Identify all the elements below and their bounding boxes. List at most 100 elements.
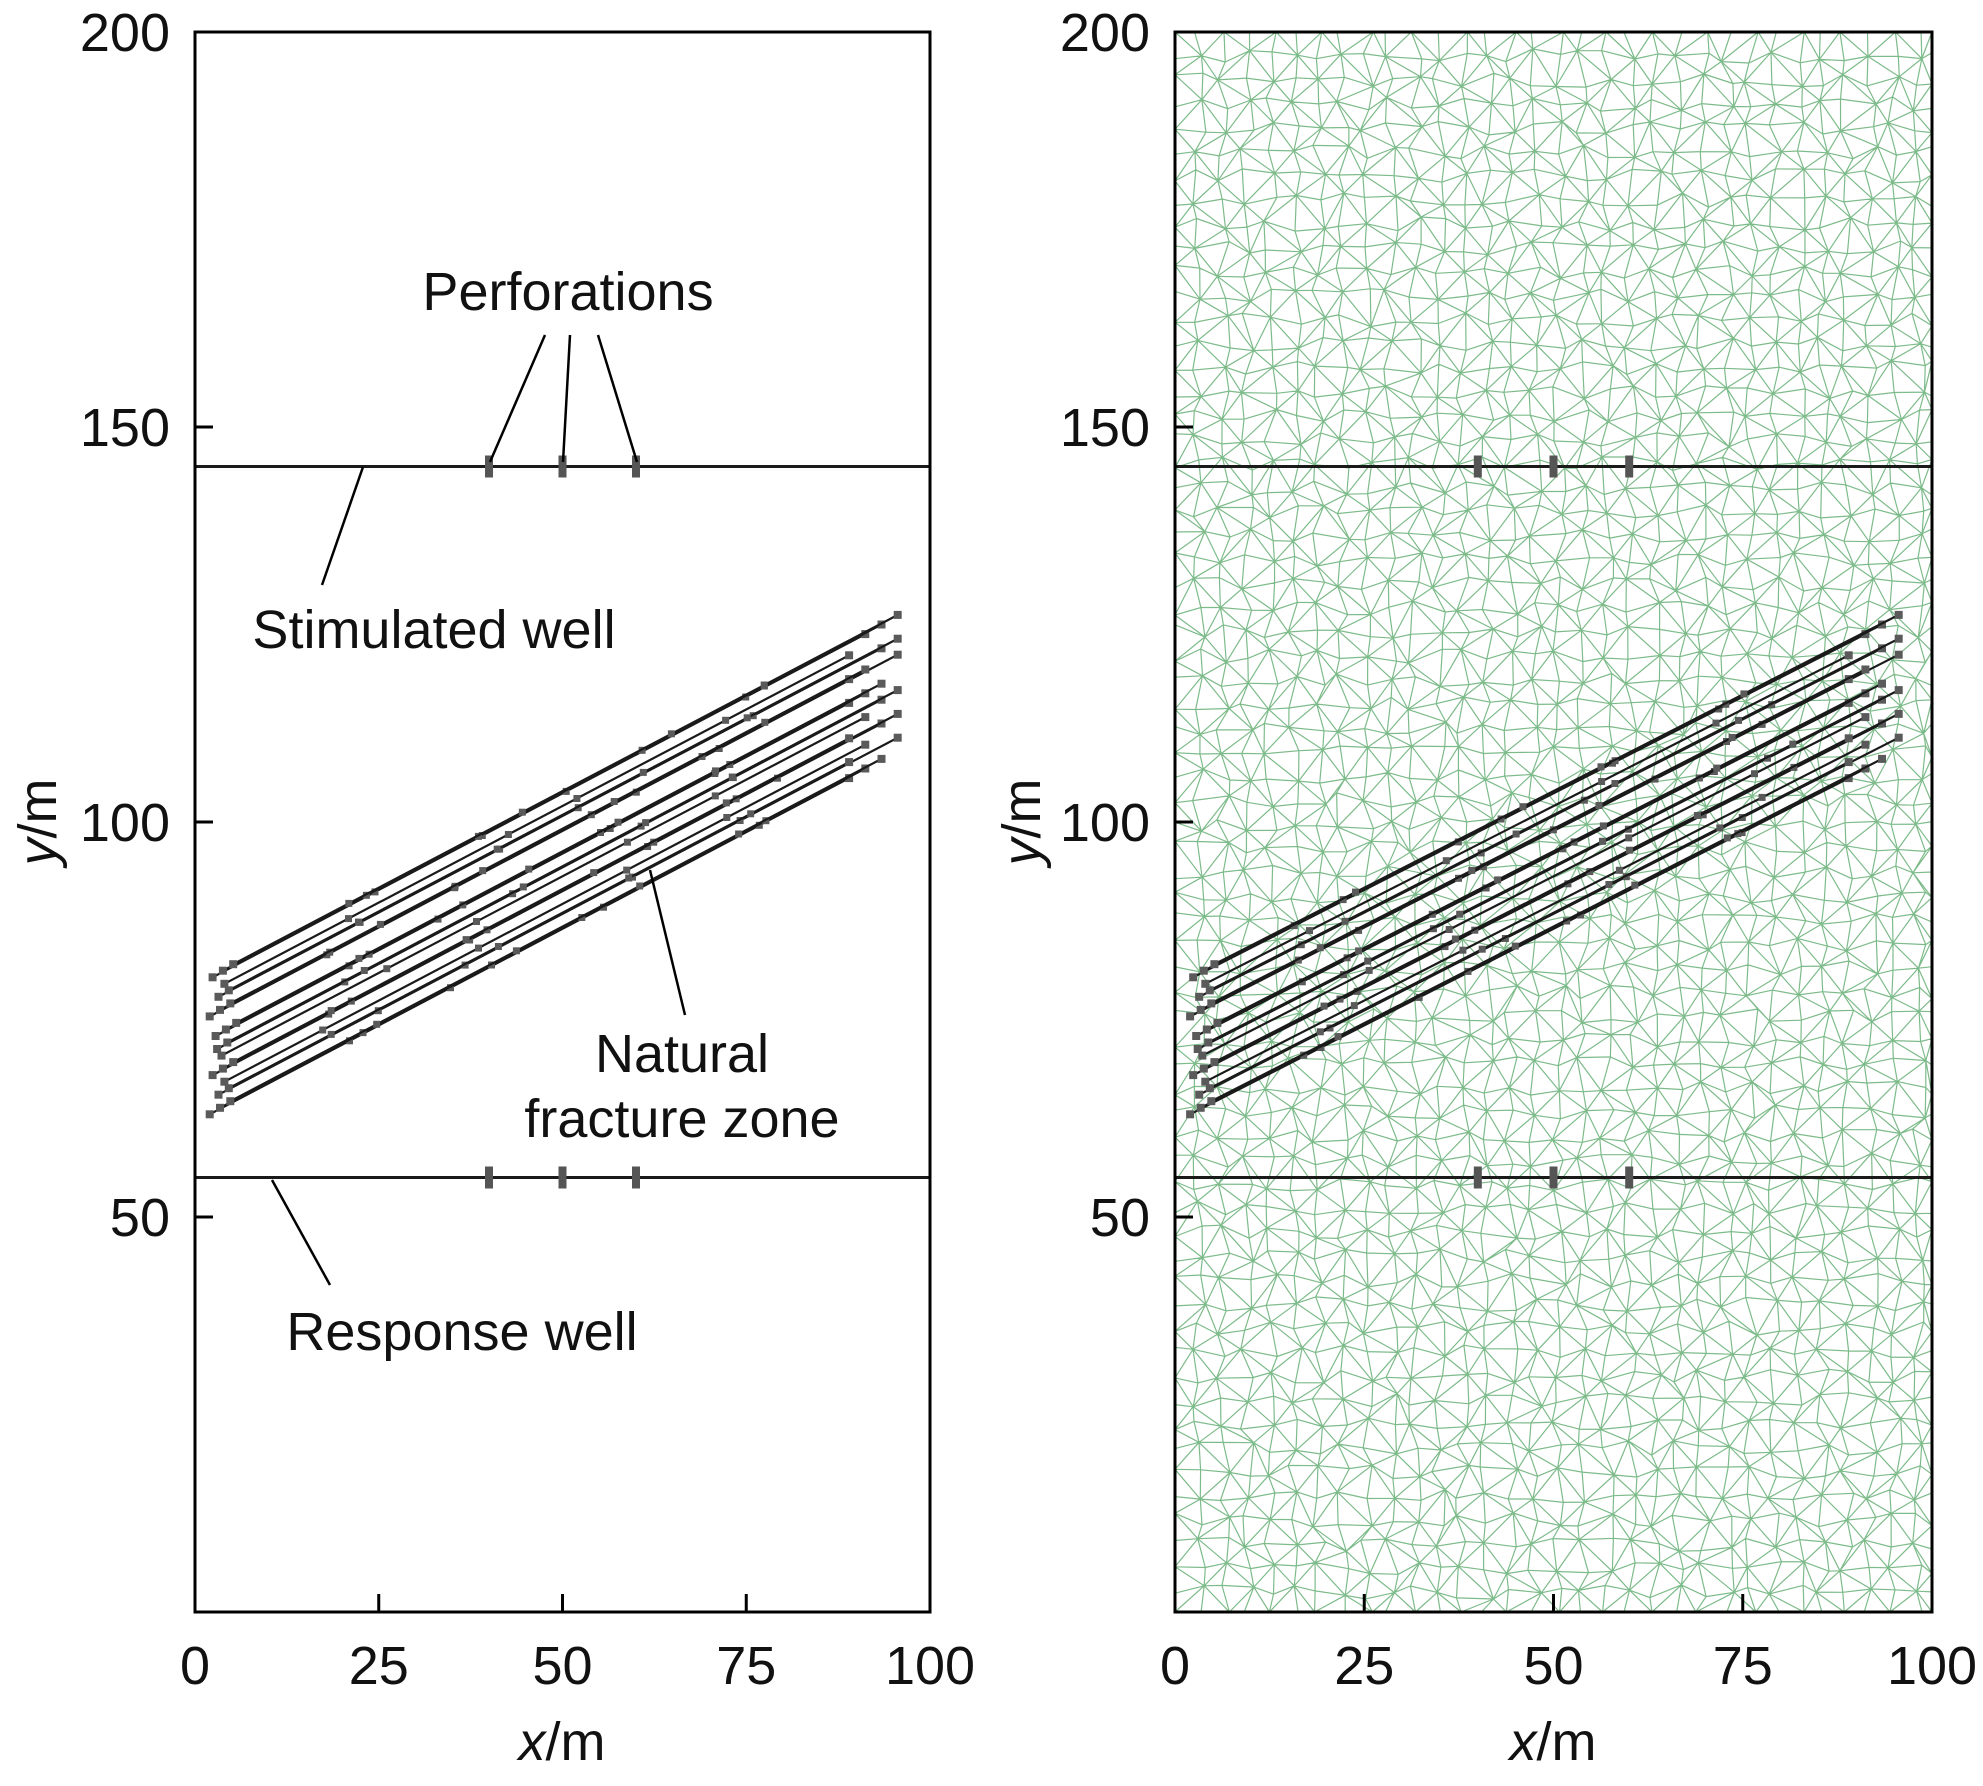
fracture-tip [214, 992, 223, 1001]
fracture-node [383, 965, 391, 973]
fracture-node [345, 899, 353, 907]
fracture-node [711, 792, 719, 800]
fracture-node [1459, 946, 1467, 954]
fracture-tip [877, 679, 886, 688]
fracture-tip [226, 1097, 235, 1106]
fracture-tip [1213, 1018, 1222, 1027]
right-mesh [1174, 31, 1933, 1613]
natural-fracture [228, 637, 899, 992]
fracture-node [1693, 812, 1701, 819]
stimulated-well-leader [320, 466, 365, 586]
mesh-triangles [1174, 31, 1933, 1613]
fracture-node [573, 795, 581, 802]
fracture-tip [1861, 665, 1870, 674]
x-tick-label: 100 [885, 1636, 975, 1696]
fracture-tip [216, 1005, 224, 1014]
perforation-leader-2 [561, 334, 572, 463]
perforation-marker [1473, 455, 1482, 478]
perforation-marker [1625, 1166, 1634, 1189]
fracture-node [494, 943, 502, 950]
x-tick-label: 25 [1334, 1636, 1394, 1696]
fracture-node [473, 918, 480, 925]
fracture-tip [1195, 992, 1204, 1001]
fracture-node [1611, 780, 1619, 787]
natural-fracture [223, 654, 850, 985]
fracture-node [1751, 770, 1758, 778]
fracture-node [722, 799, 730, 807]
fracture-tip [1210, 960, 1219, 969]
fracture-tip [893, 686, 902, 695]
fracture-tip [861, 713, 870, 722]
fracture-node [1364, 957, 1372, 965]
fracture-tip [1207, 1097, 1216, 1106]
fracture-tip [1201, 1077, 1210, 1086]
fracture-node [360, 967, 368, 974]
fracture-node [327, 1030, 335, 1038]
fracture-tip [1894, 686, 1903, 695]
fracture-node [1316, 944, 1324, 952]
fracture-node [1442, 857, 1450, 865]
fracture-tip [208, 973, 217, 982]
fracture-tip [1195, 1090, 1204, 1099]
natural-fracture [1210, 668, 1866, 1005]
y-tick-label: 50 [110, 1188, 170, 1248]
perforation-marker [558, 1166, 567, 1189]
fracture-tip [216, 1103, 224, 1112]
fracture-node [479, 867, 487, 875]
fracture-tip [1878, 754, 1886, 763]
fracture-node [1712, 719, 1720, 727]
natural-fracture [1209, 637, 1900, 992]
fracture-node [760, 681, 768, 689]
fracture-tip [205, 1012, 214, 1021]
left-panel: 0 25 50 75 100 50 100 150 200 x/m y/m Perforatio… [8, 3, 975, 1772]
natural-fracture [226, 689, 899, 1044]
fracture-tip [1186, 1012, 1195, 1021]
fracture-tip [208, 1071, 217, 1080]
fracture-tip [1861, 740, 1870, 749]
natural-fracture [220, 716, 866, 1057]
y-tick-label: 150 [80, 398, 170, 458]
fracture-tip [1204, 1038, 1213, 1047]
fracture-node [1625, 846, 1633, 854]
fracture-tip [845, 758, 854, 767]
natural-fracture [232, 613, 899, 966]
fracture-node [355, 954, 363, 962]
fracture-node [525, 865, 533, 873]
natural-fracture [1213, 613, 1900, 966]
response-well-leader [270, 1179, 332, 1286]
fracture-tip [1210, 1058, 1219, 1067]
x-tick-label: 50 [532, 1636, 592, 1696]
right-tick-labels: 0 25 50 75 100 50 100 150 200 [1060, 3, 1977, 1696]
perforation-marker [1549, 455, 1558, 478]
natural-fracture [235, 682, 883, 1024]
x-tick-label: 25 [349, 1636, 409, 1696]
fracture-node [518, 808, 526, 816]
fracture-node [1723, 834, 1731, 842]
fracture-tip [1894, 733, 1903, 742]
fracture-node [735, 830, 743, 838]
fracture-node [1352, 888, 1359, 896]
natural-fracture [1207, 689, 1900, 1044]
response-well-label: Response well [286, 1302, 637, 1362]
fracture-tip [1193, 1045, 1202, 1053]
right-x-axis-title: x/m [1507, 1712, 1597, 1772]
fracture-tip [229, 1058, 238, 1067]
fracture-tip [1189, 973, 1198, 982]
fracture-tip [1844, 734, 1853, 743]
fracture-tip [893, 733, 902, 742]
x-tick-label: 75 [1713, 1636, 1773, 1696]
fracture-tip [893, 709, 902, 718]
fracture-node [493, 845, 501, 853]
fracture-tip [1189, 1071, 1198, 1080]
fracture-tip [1196, 1103, 1205, 1112]
fracture-tip [217, 1051, 226, 1060]
fracture-node [1735, 716, 1742, 724]
fracture-node [345, 915, 352, 923]
stimulated-well-label: Stimulated well [252, 600, 615, 660]
fracture-node [1713, 764, 1721, 772]
fracture-tip [223, 1038, 232, 1047]
fracture-node [1631, 881, 1639, 889]
fracture-node [373, 1020, 381, 1028]
fracture-tip [220, 1077, 229, 1086]
x-tick-label: 50 [1523, 1636, 1583, 1696]
